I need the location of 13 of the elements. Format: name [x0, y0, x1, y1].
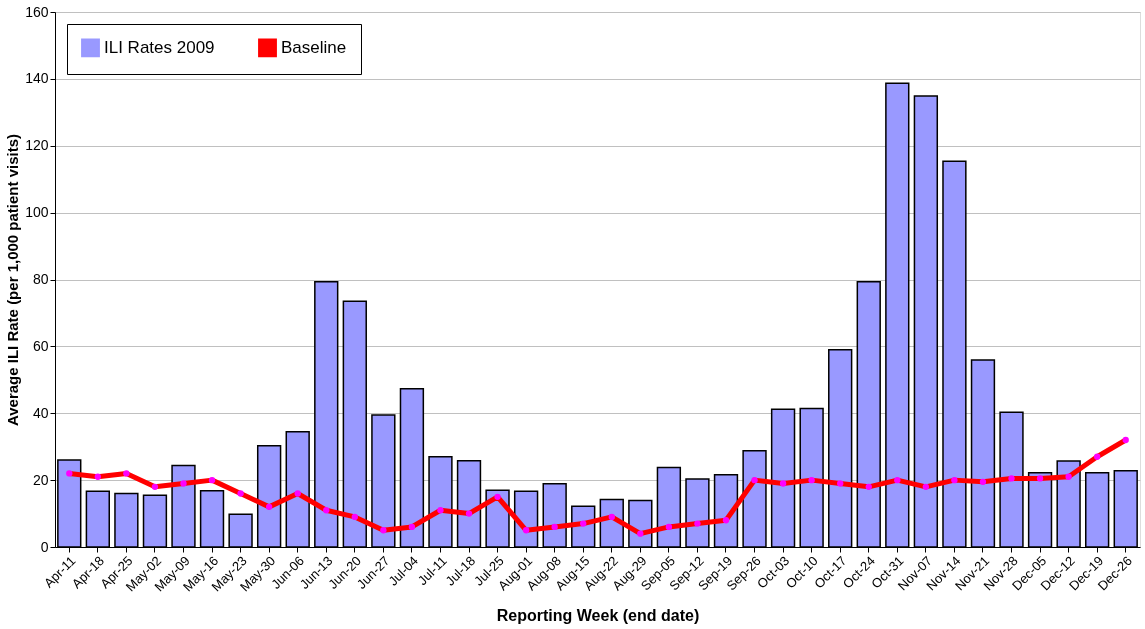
- y-tick-label: 80: [32, 271, 49, 287]
- y-tick-label: 40: [32, 404, 49, 421]
- y-tick-label: 140: [25, 70, 49, 87]
- y-tick-label: 20: [32, 471, 49, 488]
- y-axis-title: Average ILI Rate (per 1,000 patient visits): [4, 133, 22, 427]
- x-axis-title: Reporting Week (end date): [496, 607, 700, 625]
- y-tick-label: 60: [32, 337, 49, 354]
- legend-label: ILI Rates 2009: [104, 37, 215, 57]
- y-tick-label: 120: [25, 137, 49, 154]
- legend-label: Baseline: [281, 37, 347, 57]
- y-tick-label: 100: [25, 204, 49, 221]
- y-tick-label: 0: [40, 538, 49, 555]
- y-tick-label: 160: [25, 3, 49, 20]
